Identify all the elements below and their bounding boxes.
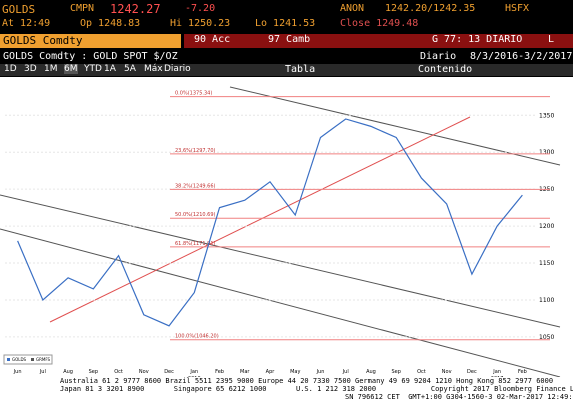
x-tick-label: Jan [189,369,198,375]
trend-line [0,194,561,328]
period-button[interactable]: 6M [64,64,78,74]
footer: Australia 61 2 9777 8600 Brazil 5511 239… [0,377,573,403]
last-price: 1242.27 [110,2,161,16]
fib-label: 61.8%(1171.91) [175,241,216,247]
x-tick-label: Feb [518,369,527,375]
y-tick-label: 1350 [539,112,554,119]
period-button[interactable]: 1A [104,64,116,74]
y-tick-label: 1150 [539,260,554,267]
x-tick-label: Apr [266,369,276,375]
x-tick-label: Jun [316,369,325,375]
page-label: G 77: 13 DIARIO [432,34,523,45]
period-button[interactable]: YTD [84,64,102,74]
action-button[interactable]: 90 Acc [184,34,264,48]
chart: 10501100115012001250130013500.0%(1375.34… [0,77,573,377]
x-tick-label: Jul [39,369,46,375]
date-range: 8/3/2016-3/2/2017 [470,51,573,62]
legend-label: GRMFS [36,357,51,362]
high: Hi 1250.23 [170,18,231,29]
y-tick-label: 1300 [539,149,554,156]
toolbar: Tabla Contenido 1D 3D 1M 6M YTD 1A 5A Máx Diario [0,64,573,76]
x-tick-label: Jan [492,369,501,375]
y-tick-label: 1100 [539,297,554,304]
x-tick-label: Sep [89,369,98,375]
period-button[interactable]: Diario [164,64,191,74]
y-tick-label: 1200 [539,223,554,230]
x-tick-label: Aug [63,369,73,375]
period-button[interactable]: 3D [24,64,37,74]
time: At 12:49 [2,18,51,29]
action-button[interactable]: 97 Camb [258,34,338,48]
table-button[interactable]: Tabla [285,64,316,75]
period-button[interactable]: 5A [124,64,136,74]
low: Lo 1241.53 [255,18,316,29]
ticker: GOLDS [2,3,36,16]
price-line [17,118,523,327]
x-tick-label: Mar [240,369,250,375]
x-tick-label: Aug [366,369,376,375]
description: GOLDS Comdty : GOLD SPOT $/OZ [3,51,178,62]
bid-ask: 1242.20/1242.35 [385,3,476,14]
x-tick-label: Sep [391,369,400,375]
year-label: 2016 [188,376,201,377]
source: CMPN [70,3,95,14]
footer-line: Australia 61 2 9777 8600 Brazil 5511 239… [60,377,554,385]
quote-source: ANON [340,3,365,14]
trend-line [0,228,561,377]
x-tick-label: Dec [164,369,174,375]
legend-box [3,354,53,365]
x-tick-label: Jun [13,369,22,375]
period-button[interactable]: 1M [44,64,58,74]
x-tick-label: Oct [417,369,426,375]
footer-line: SN 796612 CET GMT+1:00 G304-1560-3 02-Ma… [345,393,573,401]
x-tick-label: Dec [467,369,477,375]
fib-label: 23.6%(1297.70) [175,148,216,154]
change: -7.20 [185,3,216,14]
legend-swatch [7,358,10,361]
period: Diario [420,51,457,62]
year-label: 2017 [491,376,504,377]
security-button[interactable]: GOLDS Comdty [0,34,181,48]
close: Close 1249.48 [340,18,419,29]
fib-label: 100.0%(1046.20) [175,334,219,340]
fib-label: 38.2%(1249.66) [175,183,216,189]
content-button[interactable]: Contenido [418,64,473,75]
period-button[interactable]: Máx [144,64,163,74]
fib-label: 50.0%(1210.69) [175,212,216,218]
x-tick-label: Oct [114,369,123,375]
trend-line [49,116,471,323]
plot-bg [0,77,573,377]
x-tick-label: Jul [342,369,349,375]
fib-label: 0.0%(1375.34) [175,91,212,97]
x-tick-label: May [290,369,300,375]
x-tick-label: Nov [139,369,149,375]
footer-line: Japan 81 3 3201 8900 Singapore 65 6212 1… [60,385,573,393]
open: Op 1248.83 [80,18,141,29]
x-tick-label: Nov [442,369,452,375]
x-tick-label: Feb [215,369,224,375]
legend-swatch [31,358,34,361]
period-button[interactable]: 1D [4,64,17,74]
page-bar: G 77: 13 DIARIO L [334,34,573,48]
flag: L [548,34,555,45]
y-tick-label: 1050 [539,334,554,341]
legend-label: GOLDS [12,357,27,362]
fx: HSFX [505,3,530,14]
